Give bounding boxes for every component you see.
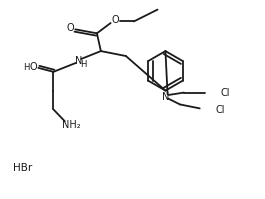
Text: N: N xyxy=(162,92,169,101)
Text: N: N xyxy=(75,56,82,66)
Text: Cl: Cl xyxy=(215,105,225,115)
Text: H: H xyxy=(23,63,29,72)
Text: O: O xyxy=(67,23,74,33)
Text: O: O xyxy=(112,16,119,25)
Text: O: O xyxy=(30,62,37,72)
Text: NH₂: NH₂ xyxy=(62,120,80,130)
Text: H: H xyxy=(81,60,87,69)
Text: HBr: HBr xyxy=(14,163,33,173)
Text: Cl: Cl xyxy=(220,88,230,98)
